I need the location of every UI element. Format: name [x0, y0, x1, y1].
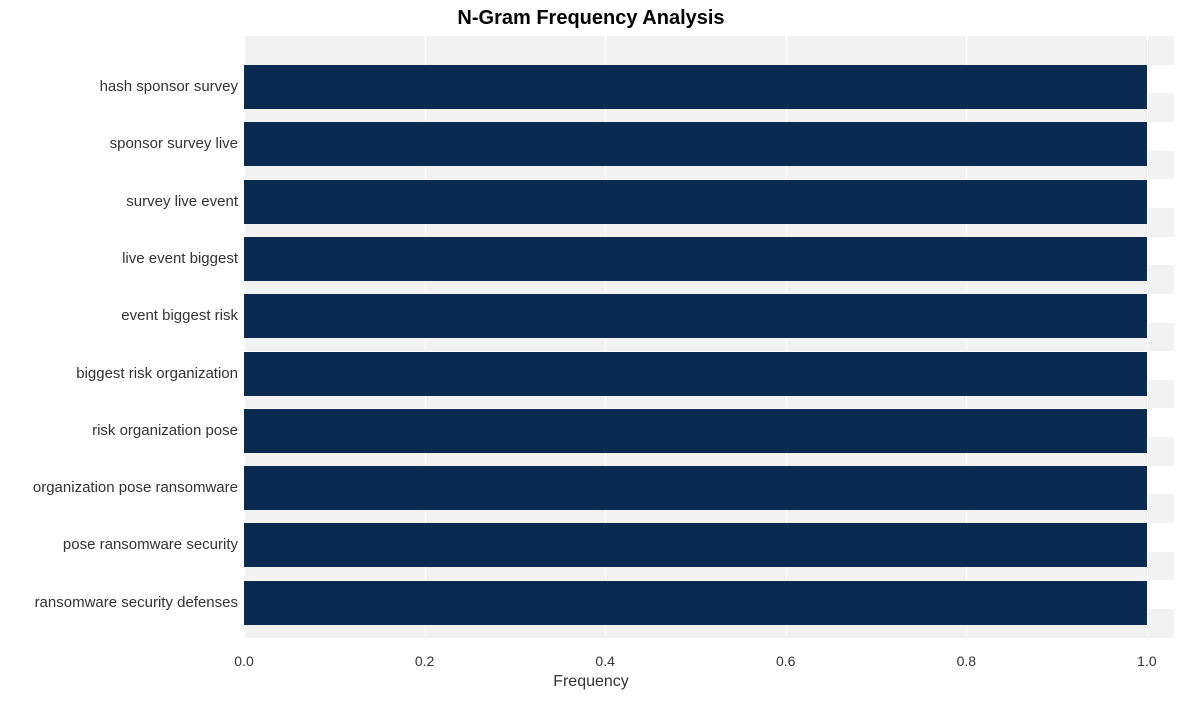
bar — [244, 180, 1147, 224]
background-band — [244, 36, 1174, 65]
chart-title: N-Gram Frequency Analysis — [0, 7, 1182, 30]
x-tick-label: 0.2 — [415, 653, 434, 669]
bar — [244, 122, 1147, 166]
y-tick-label: ransomware security defenses — [2, 594, 238, 611]
x-tick-label: 0.0 — [234, 653, 253, 669]
x-tick-label: 0.8 — [957, 653, 976, 669]
bar — [244, 581, 1147, 625]
x-tick-label: 0.6 — [776, 653, 795, 669]
y-tick-label: organization pose ransomware — [2, 479, 238, 496]
y-tick-label: event biggest risk — [2, 307, 238, 324]
y-tick-label: pose ransomware security — [2, 536, 238, 553]
y-tick-label: sponsor survey live — [2, 135, 238, 152]
x-tick-label: 1.0 — [1137, 653, 1156, 669]
gridline — [1147, 36, 1148, 647]
x-tick-label: 0.4 — [595, 653, 614, 669]
y-tick-label: live event biggest — [2, 250, 238, 267]
ngram-frequency-chart: N-Gram Frequency Analysis Frequency hash… — [0, 0, 1182, 701]
y-tick-label: hash sponsor survey — [2, 78, 238, 95]
plot-area — [244, 36, 1174, 647]
y-tick-label: biggest risk organization — [2, 365, 238, 382]
y-tick-label: risk organization pose — [2, 422, 238, 439]
bar — [244, 352, 1147, 396]
bar — [244, 294, 1147, 338]
bar — [244, 409, 1147, 453]
bar — [244, 65, 1147, 109]
x-axis-label: Frequency — [0, 673, 1182, 691]
bar — [244, 237, 1147, 281]
y-tick-label: survey live event — [2, 193, 238, 210]
bar — [244, 466, 1147, 510]
bar — [244, 523, 1147, 567]
